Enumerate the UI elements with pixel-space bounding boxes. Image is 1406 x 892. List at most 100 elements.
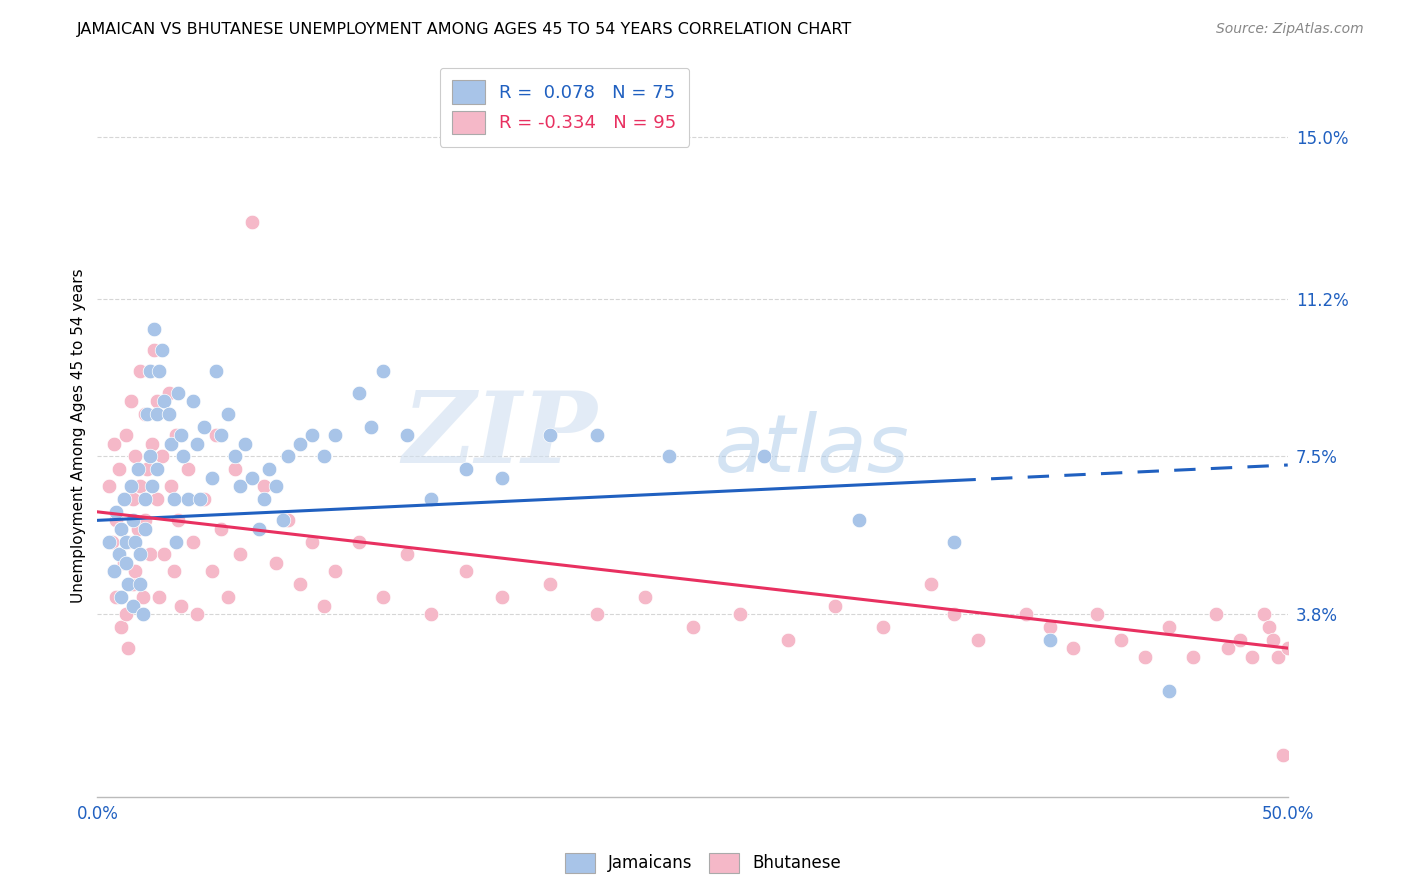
Point — [1205, 607, 1227, 621]
Point — [100, 534, 122, 549]
Point — [148, 590, 170, 604]
Point — [728, 607, 751, 621]
Point — [371, 590, 394, 604]
Legend: R =  0.078   N = 75, R = -0.334   N = 95: R = 0.078 N = 75, R = -0.334 N = 95 — [440, 68, 689, 146]
Point — [205, 364, 228, 378]
Point — [146, 394, 169, 409]
Point — [110, 522, 132, 536]
Point — [115, 534, 138, 549]
Point — [247, 522, 270, 536]
Point — [920, 577, 942, 591]
Point — [360, 419, 382, 434]
Point — [264, 479, 287, 493]
Point — [129, 479, 152, 493]
Text: ZIP: ZIP — [402, 387, 598, 483]
Point — [134, 522, 156, 536]
Point — [105, 513, 128, 527]
Point — [872, 620, 894, 634]
Point — [349, 385, 371, 400]
Point — [181, 534, 204, 549]
Point — [419, 607, 441, 621]
Point — [186, 436, 208, 450]
Point — [240, 471, 263, 485]
Point — [177, 491, 200, 506]
Point — [491, 590, 513, 604]
Point — [98, 534, 121, 549]
Point — [122, 577, 145, 591]
Point — [288, 577, 311, 591]
Point — [129, 548, 152, 562]
Point — [217, 590, 239, 604]
Point — [253, 491, 276, 506]
Point — [136, 462, 159, 476]
Point — [1267, 649, 1289, 664]
Point — [122, 513, 145, 527]
Point — [105, 590, 128, 604]
Point — [165, 428, 187, 442]
Point — [153, 548, 176, 562]
Point — [325, 565, 347, 579]
Point — [134, 491, 156, 506]
Point — [112, 491, 135, 506]
Point — [122, 491, 145, 506]
Point — [124, 534, 146, 549]
Point — [229, 479, 252, 493]
Point — [658, 450, 681, 464]
Point — [419, 491, 441, 506]
Point — [456, 462, 478, 476]
Point — [105, 505, 128, 519]
Point — [1039, 632, 1062, 647]
Point — [186, 607, 208, 621]
Point — [288, 436, 311, 450]
Point — [395, 428, 418, 442]
Point — [1229, 632, 1251, 647]
Point — [201, 471, 224, 485]
Point — [325, 428, 347, 442]
Point — [1157, 620, 1180, 634]
Point — [776, 632, 799, 647]
Point — [205, 428, 228, 442]
Point — [115, 428, 138, 442]
Point — [138, 548, 160, 562]
Point — [1257, 620, 1279, 634]
Point — [188, 491, 211, 506]
Point — [172, 450, 194, 464]
Point — [103, 436, 125, 450]
Point — [277, 450, 299, 464]
Point — [165, 534, 187, 549]
Point — [115, 607, 138, 621]
Y-axis label: Unemployment Among Ages 45 to 54 years: Unemployment Among Ages 45 to 54 years — [72, 268, 86, 602]
Point — [124, 565, 146, 579]
Point — [1277, 641, 1299, 656]
Point — [127, 462, 149, 476]
Point — [224, 462, 246, 476]
Point — [1109, 632, 1132, 647]
Point — [129, 364, 152, 378]
Point — [124, 450, 146, 464]
Point — [131, 590, 153, 604]
Point — [301, 428, 323, 442]
Point — [181, 394, 204, 409]
Point — [824, 599, 846, 613]
Point — [349, 534, 371, 549]
Point — [229, 548, 252, 562]
Point — [682, 620, 704, 634]
Point — [1181, 649, 1204, 664]
Point — [136, 407, 159, 421]
Point — [277, 513, 299, 527]
Point — [110, 620, 132, 634]
Point — [271, 513, 294, 527]
Point — [395, 548, 418, 562]
Point — [371, 364, 394, 378]
Text: atlas: atlas — [714, 410, 908, 489]
Point — [112, 491, 135, 506]
Point — [117, 577, 139, 591]
Point — [233, 436, 256, 450]
Point — [193, 419, 215, 434]
Point — [138, 364, 160, 378]
Point — [129, 577, 152, 591]
Point — [141, 436, 163, 450]
Point — [1039, 620, 1062, 634]
Point — [224, 450, 246, 464]
Point — [160, 436, 183, 450]
